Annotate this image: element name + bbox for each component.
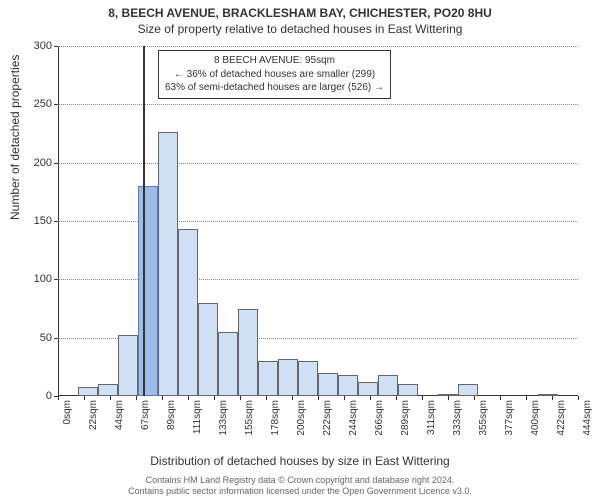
callout-line3: 63% of semi-detached houses are larger (… (165, 81, 384, 95)
xtick-mark (318, 396, 319, 400)
xtick-label: 178sqm (270, 396, 281, 436)
footer-line-1: Contains HM Land Registry data © Crown c… (0, 475, 600, 486)
histogram-bar (218, 332, 238, 396)
xtick-mark (110, 396, 111, 400)
xtick-label: 111sqm (192, 396, 203, 434)
histogram-bar (338, 375, 358, 396)
chart-title-sub: Size of property relative to detached ho… (0, 20, 600, 36)
xtick-mark (292, 396, 293, 400)
histogram-bar (158, 132, 178, 396)
histogram-bar (358, 382, 378, 396)
histogram-bar (98, 384, 118, 396)
histogram-bar (78, 387, 98, 396)
property-marker-line (143, 46, 145, 396)
xtick-mark (344, 396, 345, 400)
xtick-label: 22sqm (88, 396, 99, 430)
xtick-label: 222sqm (322, 396, 333, 436)
ytick-label: 50 (40, 332, 58, 344)
xtick-mark (396, 396, 397, 400)
xtick-label: 133sqm (218, 396, 229, 436)
xtick-mark (370, 396, 371, 400)
xtick-label: 333sqm (452, 396, 463, 436)
ytick-label: 300 (34, 40, 58, 52)
xtick-label: 289sqm (400, 396, 411, 436)
xtick-label: 89sqm (166, 396, 177, 430)
xtick-label: 311sqm (426, 396, 437, 435)
ytick-label: 150 (34, 215, 58, 227)
histogram-bar (318, 373, 338, 396)
xtick-mark (578, 396, 579, 400)
histogram-bar (138, 186, 158, 396)
xtick-mark (266, 396, 267, 400)
grid-line (58, 46, 578, 47)
xtick-mark (552, 396, 553, 400)
ytick-label: 200 (34, 157, 58, 169)
grid-line (58, 279, 578, 280)
histogram-bar (458, 384, 478, 396)
xtick-label: 444sqm (582, 396, 593, 436)
xtick-mark (162, 396, 163, 400)
callout-line1: 8 BEECH AVENUE: 95sqm (165, 54, 384, 68)
xtick-mark (448, 396, 449, 400)
callout-line2: ← 36% of detached houses are smaller (29… (165, 68, 384, 82)
ytick-label: 0 (46, 390, 58, 402)
xtick-mark (422, 396, 423, 400)
xtick-label: 244sqm (348, 396, 359, 436)
xtick-mark (214, 396, 215, 400)
xtick-label: 44sqm (114, 396, 125, 430)
xtick-mark (188, 396, 189, 400)
histogram-bar (178, 229, 198, 396)
chart-plot-area: 0501001502002503000sqm22sqm44sqm67sqm89s… (58, 46, 578, 396)
property-callout: 8 BEECH AVENUE: 95sqm← 36% of detached h… (158, 50, 391, 99)
xtick-label: 0sqm (62, 396, 73, 424)
histogram-bar (198, 303, 218, 396)
histogram-bar (258, 361, 278, 396)
histogram-bar (238, 309, 258, 397)
footer-attribution: Contains HM Land Registry data © Crown c… (0, 475, 600, 498)
xtick-mark (84, 396, 85, 400)
xtick-label: 355sqm (478, 396, 489, 436)
grid-line (58, 163, 578, 164)
xtick-mark (240, 396, 241, 400)
xtick-label: 67sqm (140, 396, 151, 430)
grid-line (58, 104, 578, 105)
grid-line (58, 221, 578, 222)
xtick-label: 377sqm (504, 396, 515, 436)
histogram-bar (278, 359, 298, 396)
xtick-mark (474, 396, 475, 400)
xtick-mark (500, 396, 501, 400)
histogram-bar (118, 335, 138, 396)
footer-line-2: Contains public sector information licen… (0, 486, 600, 497)
xtick-label: 155sqm (244, 396, 255, 436)
ytick-label: 250 (34, 98, 58, 110)
xtick-mark (136, 396, 137, 400)
xtick-mark (526, 396, 527, 400)
histogram-bar (398, 384, 418, 396)
xtick-label: 200sqm (296, 396, 307, 436)
y-axis-label: Number of detached properties (8, 55, 22, 220)
xtick-label: 400sqm (530, 396, 541, 436)
histogram-bar (298, 361, 318, 396)
chart-title-main: 8, BEECH AVENUE, BRACKLESHAM BAY, CHICHE… (0, 0, 600, 20)
xtick-label: 422sqm (556, 396, 567, 436)
ytick-label: 100 (34, 273, 58, 285)
histogram-bar (378, 375, 398, 396)
xtick-mark (58, 396, 59, 400)
xtick-label: 266sqm (374, 396, 385, 436)
x-axis-label: Distribution of detached houses by size … (0, 454, 600, 468)
histogram-bar (538, 394, 558, 396)
